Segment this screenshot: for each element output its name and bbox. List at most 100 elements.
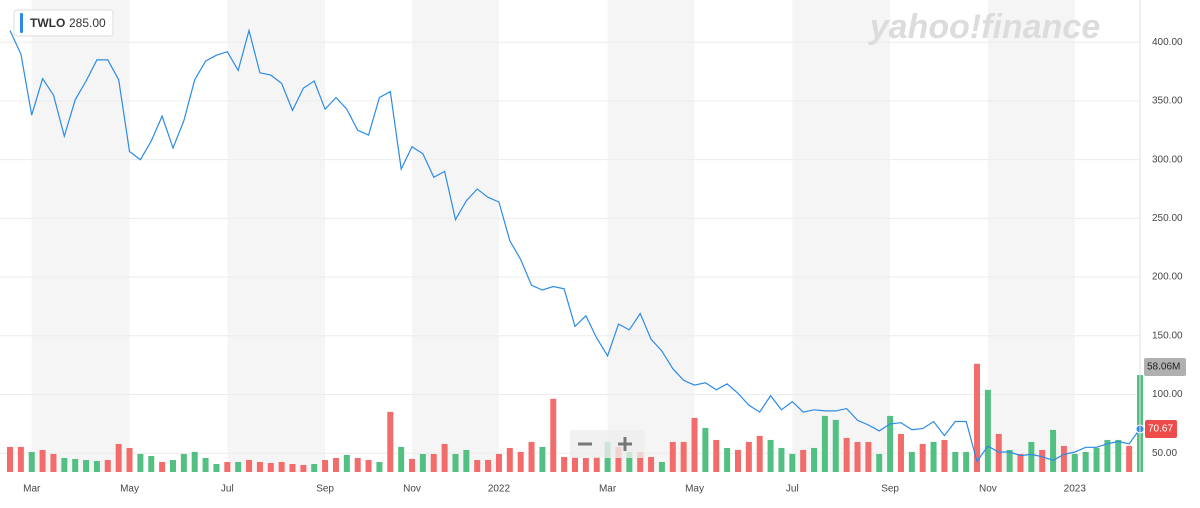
volume-bar bbox=[398, 446, 405, 472]
y-tick-label: 150.00 bbox=[1152, 330, 1183, 341]
x-tick-label: Mar bbox=[599, 484, 617, 495]
volume-bar bbox=[1104, 439, 1111, 472]
y-tick-label: 400.00 bbox=[1152, 37, 1183, 48]
x-tick-label: Jul bbox=[786, 484, 799, 495]
watermark: yahoo!finance bbox=[868, 8, 1100, 46]
volume-bar bbox=[897, 433, 904, 472]
month-band bbox=[31, 0, 130, 472]
volume-bar bbox=[126, 447, 133, 472]
volume-bar bbox=[1060, 445, 1067, 472]
volume-bar bbox=[104, 459, 111, 472]
volume-bar bbox=[572, 456, 578, 472]
volume-bar bbox=[887, 415, 894, 472]
volume-bar bbox=[517, 451, 524, 472]
x-tick-label: Nov bbox=[403, 484, 421, 495]
volume-bar bbox=[485, 459, 492, 472]
volume-bar bbox=[811, 447, 818, 472]
month-band bbox=[607, 0, 695, 472]
volume-bar bbox=[984, 389, 991, 472]
volume-bar bbox=[17, 446, 24, 472]
volume-bar bbox=[235, 461, 242, 472]
x-tick-label: May bbox=[685, 484, 704, 495]
volume-bar bbox=[93, 460, 100, 472]
y-tick-label: 350.00 bbox=[1152, 96, 1183, 107]
volume-bars bbox=[7, 363, 1143, 472]
volume-bar bbox=[256, 461, 263, 472]
volume-bar bbox=[332, 457, 339, 472]
price-tag-label: 70.67 bbox=[1148, 424, 1173, 435]
bands bbox=[0, 0, 1140, 472]
volume-bar bbox=[724, 447, 731, 472]
volume-bar bbox=[637, 451, 644, 472]
plot-bg bbox=[0, 0, 1140, 472]
volume-bar bbox=[430, 453, 437, 472]
legend: TWLO 285.00 bbox=[13, 9, 114, 37]
volume-bar bbox=[343, 454, 350, 472]
volume-bar bbox=[1093, 447, 1100, 472]
volume-bar bbox=[159, 461, 166, 472]
volume-tag-label: 58.06M bbox=[1147, 362, 1180, 373]
volume-bar bbox=[387, 411, 394, 472]
x-tick-label: Nov bbox=[979, 484, 997, 495]
volume-bar bbox=[734, 449, 741, 472]
legend-quote: 285.00 bbox=[69, 16, 106, 30]
volume-bar bbox=[354, 457, 361, 472]
volume-bar bbox=[61, 457, 68, 472]
month-band bbox=[412, 0, 499, 472]
volume-bar bbox=[778, 447, 785, 472]
volume-bar bbox=[528, 441, 535, 472]
volume-bar bbox=[615, 446, 622, 472]
volume-bar bbox=[1071, 453, 1078, 472]
volume-bar bbox=[995, 433, 1002, 472]
volume-bar bbox=[300, 464, 307, 472]
x-tick-label: 2022 bbox=[488, 484, 511, 495]
zoom-controls[interactable] bbox=[570, 430, 645, 458]
volume-bar bbox=[952, 451, 959, 472]
grid bbox=[0, 41, 1140, 454]
volume-bar bbox=[1050, 429, 1057, 472]
volume-bar bbox=[658, 461, 665, 472]
volume-bar bbox=[506, 447, 513, 472]
volume-bar bbox=[767, 439, 774, 472]
volume-bar bbox=[941, 439, 948, 472]
legend-swatch bbox=[20, 13, 23, 33]
legend-symbol: TWLO bbox=[30, 16, 65, 30]
volume-bar bbox=[419, 453, 426, 472]
month-band bbox=[227, 0, 326, 472]
volume-bar bbox=[1017, 453, 1024, 472]
volume-bar bbox=[854, 441, 861, 472]
volume-bar bbox=[1006, 449, 1013, 472]
volume-bar bbox=[582, 457, 589, 472]
volume-bar bbox=[974, 363, 981, 472]
volume-bar bbox=[919, 443, 926, 472]
volume-bar bbox=[137, 453, 144, 472]
volume-bar bbox=[930, 441, 937, 472]
volume-bar bbox=[626, 451, 633, 472]
volume-bar bbox=[865, 441, 872, 472]
volume-bar bbox=[539, 446, 546, 472]
volume-bar bbox=[648, 456, 655, 472]
volume-bar bbox=[843, 437, 850, 472]
volume-bar bbox=[821, 415, 828, 472]
y-tick-label: 100.00 bbox=[1152, 389, 1183, 400]
volume-bar bbox=[756, 435, 763, 472]
x-tick-label: Sep bbox=[316, 484, 334, 495]
price-line bbox=[9, 28, 1141, 463]
volume-bar bbox=[72, 458, 79, 472]
volume-bar bbox=[7, 446, 13, 472]
volume-bar bbox=[28, 451, 35, 472]
volume-bar bbox=[83, 459, 90, 472]
volume-bar bbox=[1028, 441, 1035, 472]
volume-bar bbox=[1039, 449, 1046, 472]
volume-bar bbox=[474, 459, 481, 472]
volume-bar bbox=[1126, 445, 1133, 472]
volume-bar bbox=[441, 443, 448, 472]
volume-bar bbox=[963, 451, 970, 472]
volume-bar bbox=[213, 463, 220, 472]
volume-bar bbox=[550, 398, 557, 472]
volume-bar bbox=[224, 461, 231, 472]
month-band bbox=[792, 0, 891, 472]
x-tick-label: Sep bbox=[881, 484, 899, 495]
volume-bar bbox=[202, 457, 209, 472]
